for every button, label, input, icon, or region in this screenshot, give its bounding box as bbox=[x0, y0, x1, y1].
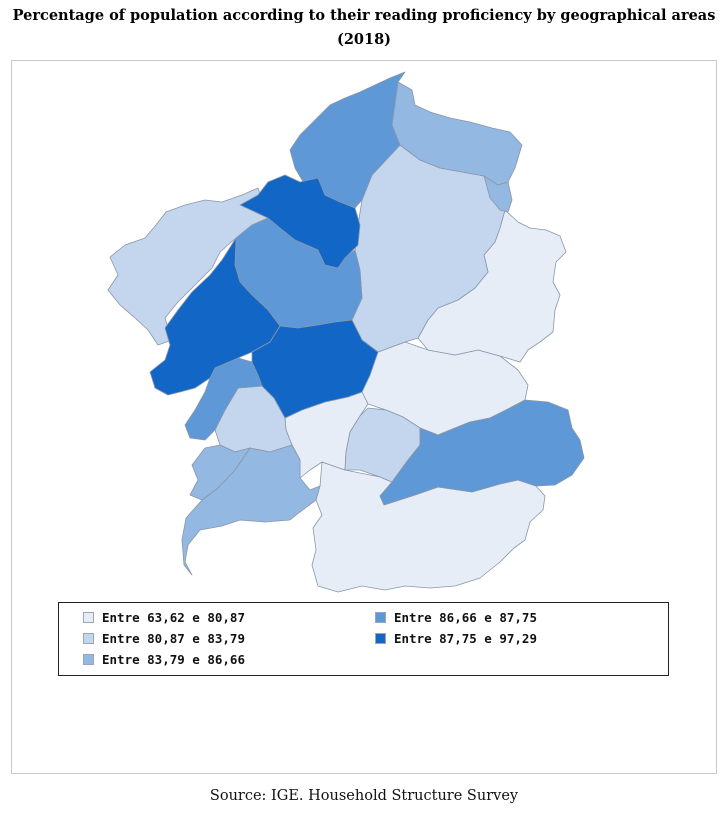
map-frame bbox=[11, 60, 717, 774]
legend-item-2: Entre 83,79 e 86,66 bbox=[83, 650, 245, 668]
legend-item-1: Entre 80,87 e 83,79 bbox=[83, 629, 245, 647]
legend-label-2: Entre 83,79 e 86,66 bbox=[102, 651, 245, 667]
region-ourense-east bbox=[379, 399, 585, 506]
region-coruna-northwest bbox=[107, 187, 269, 346]
region-pontevedra-coastal bbox=[189, 444, 251, 501]
map-title-line-2: (2018) bbox=[336, 31, 392, 48]
legend-item-4: Entre 87,75 e 97,29 bbox=[375, 629, 537, 647]
legend-label-4: Entre 87,75 e 97,29 bbox=[394, 630, 537, 646]
map-legend: Entre 63,62 e 80,87 Entre 80,87 e 83,79 … bbox=[58, 602, 669, 676]
source-note: Source: IGE. Household Structure Survey bbox=[209, 788, 519, 804]
legend-item-3: Entre 86,66 e 87,75 bbox=[375, 608, 537, 626]
legend-swatch-2 bbox=[83, 653, 94, 665]
region-ourense-small bbox=[344, 407, 421, 483]
legend-label-1: Entre 80,87 e 83,79 bbox=[102, 630, 245, 646]
map-title: Percentage of population according to th… bbox=[0, 4, 728, 52]
legend-swatch-1 bbox=[83, 632, 94, 644]
region-pontevedra-south bbox=[181, 444, 321, 576]
region-coruna-west bbox=[149, 237, 281, 396]
region-lugo-northeast bbox=[391, 81, 523, 186]
region-lugo-spike bbox=[483, 175, 513, 213]
region-coruna-top bbox=[239, 174, 361, 269]
region-centre bbox=[251, 319, 379, 419]
map-title-line-1: Percentage of population according to th… bbox=[12, 7, 716, 24]
legend-swatch-0 bbox=[83, 611, 94, 623]
legend-label-3: Entre 86,66 e 87,75 bbox=[394, 609, 537, 625]
legend-item-0: Entre 63,62 e 80,87 bbox=[83, 608, 245, 626]
legend-swatch-3 bbox=[375, 611, 386, 623]
legend-label-0: Entre 63,62 e 80,87 bbox=[102, 609, 245, 625]
legend-swatch-4 bbox=[375, 632, 386, 644]
